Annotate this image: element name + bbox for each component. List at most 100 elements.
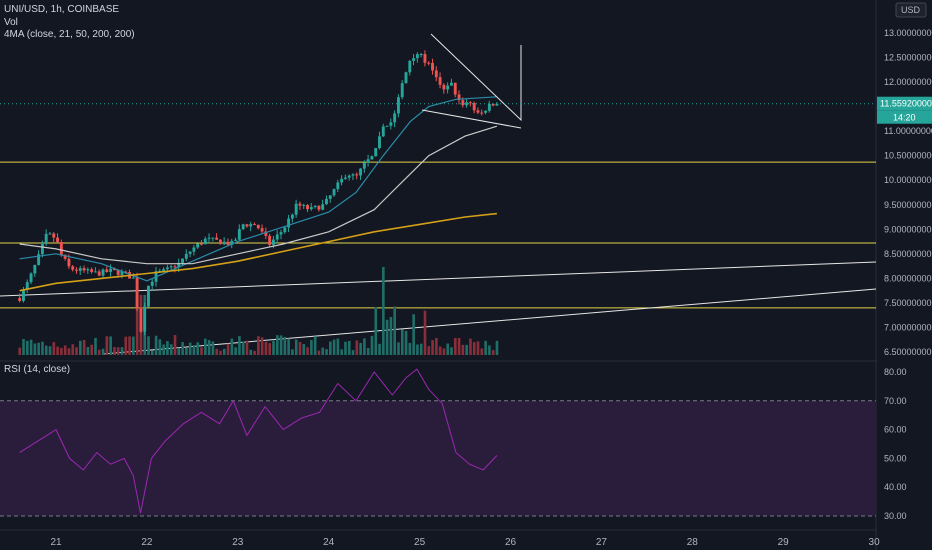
volume-bar	[71, 344, 75, 355]
candle-body	[400, 83, 404, 98]
candle-body	[321, 204, 325, 210]
volume-bar	[29, 339, 33, 355]
candle-body	[184, 253, 188, 259]
volume-bar	[185, 348, 188, 355]
volume-bar	[359, 342, 362, 355]
candle-body	[450, 82, 453, 86]
candle-body	[279, 232, 283, 235]
volume-bar	[446, 343, 450, 355]
volume-bar	[363, 338, 366, 355]
candle-body	[90, 269, 94, 273]
time-tick-label: 21	[50, 537, 62, 548]
wedge-pattern-upper	[430, 33, 522, 122]
time-tick-label: 27	[596, 537, 608, 548]
trendline-upper	[0, 261, 877, 297]
volume-bar	[313, 336, 317, 355]
candle-body	[135, 277, 139, 309]
candle-body	[442, 84, 446, 90]
candle-body	[325, 198, 328, 205]
time-tick-label: 26	[505, 537, 517, 548]
volume-bar	[419, 343, 423, 355]
price-tick-label: 9.00000000	[884, 224, 932, 234]
volume-bar	[404, 330, 408, 355]
volume-bar	[33, 343, 37, 355]
volume-bar	[60, 347, 63, 355]
volume-bar	[268, 343, 272, 355]
rsi-tick-label: 70.00	[884, 396, 907, 406]
candle-body	[71, 266, 75, 270]
volume-bar	[132, 336, 135, 355]
candle-body	[434, 70, 438, 78]
volume-bar	[484, 340, 487, 355]
currency-label: USD	[901, 5, 921, 15]
volume-bar	[253, 350, 256, 355]
volume-bar	[385, 319, 389, 355]
last-price-badge-bg	[877, 96, 932, 111]
volume-bar	[26, 340, 29, 355]
volume-bar	[147, 336, 150, 355]
volume-bar	[94, 337, 97, 355]
candle-body	[336, 182, 340, 190]
volume-bar	[435, 337, 438, 355]
candle-body	[78, 268, 82, 271]
candle-body	[215, 237, 219, 240]
candle-body	[290, 214, 294, 219]
price-tick-label: 12.00000000	[884, 77, 932, 87]
volume-bar	[135, 295, 139, 355]
candle-body	[173, 266, 177, 268]
ma-legend: 4MA (close, 21, 50, 200, 200)	[4, 29, 135, 40]
candle-body	[196, 243, 200, 248]
candle-body	[105, 269, 109, 272]
candle-body	[48, 233, 52, 235]
volume-bar	[332, 339, 336, 355]
candle-body	[203, 238, 207, 245]
currency-badge: USD	[895, 2, 927, 18]
price-tick-label: 8.00000000	[884, 273, 932, 283]
volume-bar	[52, 342, 56, 355]
candle-body	[355, 174, 359, 176]
candle-body	[468, 102, 472, 104]
volume-bar	[181, 342, 184, 355]
volume-bar	[230, 338, 234, 355]
candle-body	[29, 273, 33, 283]
candle-body	[40, 243, 44, 255]
candle-body	[237, 229, 241, 240]
candle-body	[461, 100, 465, 106]
countdown-badge-bg	[877, 110, 932, 124]
candle-body	[82, 268, 86, 271]
price-tick-label: 10.50000000	[884, 151, 932, 161]
candle-body	[362, 162, 366, 169]
candle-body	[101, 269, 105, 276]
price-tick-label: 8.50000000	[884, 249, 932, 259]
candle-body	[67, 258, 71, 267]
volume-bar	[438, 346, 442, 355]
candle-body	[75, 269, 78, 271]
volume-bar	[355, 340, 359, 355]
rsi-tick-label: 40.00	[884, 482, 907, 492]
candle-body	[415, 54, 419, 59]
currency-badge-bg	[895, 2, 927, 18]
volume-legend: Vol	[4, 17, 18, 28]
candle-body	[230, 240, 234, 245]
candle-body	[241, 224, 245, 230]
candle-body	[124, 271, 128, 273]
candle-body	[480, 112, 484, 114]
volume-bar	[450, 347, 453, 355]
volume-bar	[120, 347, 124, 355]
moving-average-ma200	[19, 212, 497, 292]
volume-bar	[257, 336, 260, 355]
volume-bar	[22, 338, 25, 355]
rsi-tick-label: 50.00	[884, 453, 907, 463]
candle-body	[385, 125, 389, 127]
candle-body	[211, 237, 215, 239]
rsi-tick-label: 60.00	[884, 425, 907, 435]
candle-body	[116, 270, 120, 275]
candle-body	[253, 224, 256, 226]
time-tick-label: 29	[778, 537, 790, 548]
volume-bar	[56, 346, 59, 355]
candle-body	[25, 282, 29, 290]
candle-body	[328, 195, 332, 199]
candle-body	[150, 281, 154, 286]
volume-bar	[294, 339, 298, 355]
